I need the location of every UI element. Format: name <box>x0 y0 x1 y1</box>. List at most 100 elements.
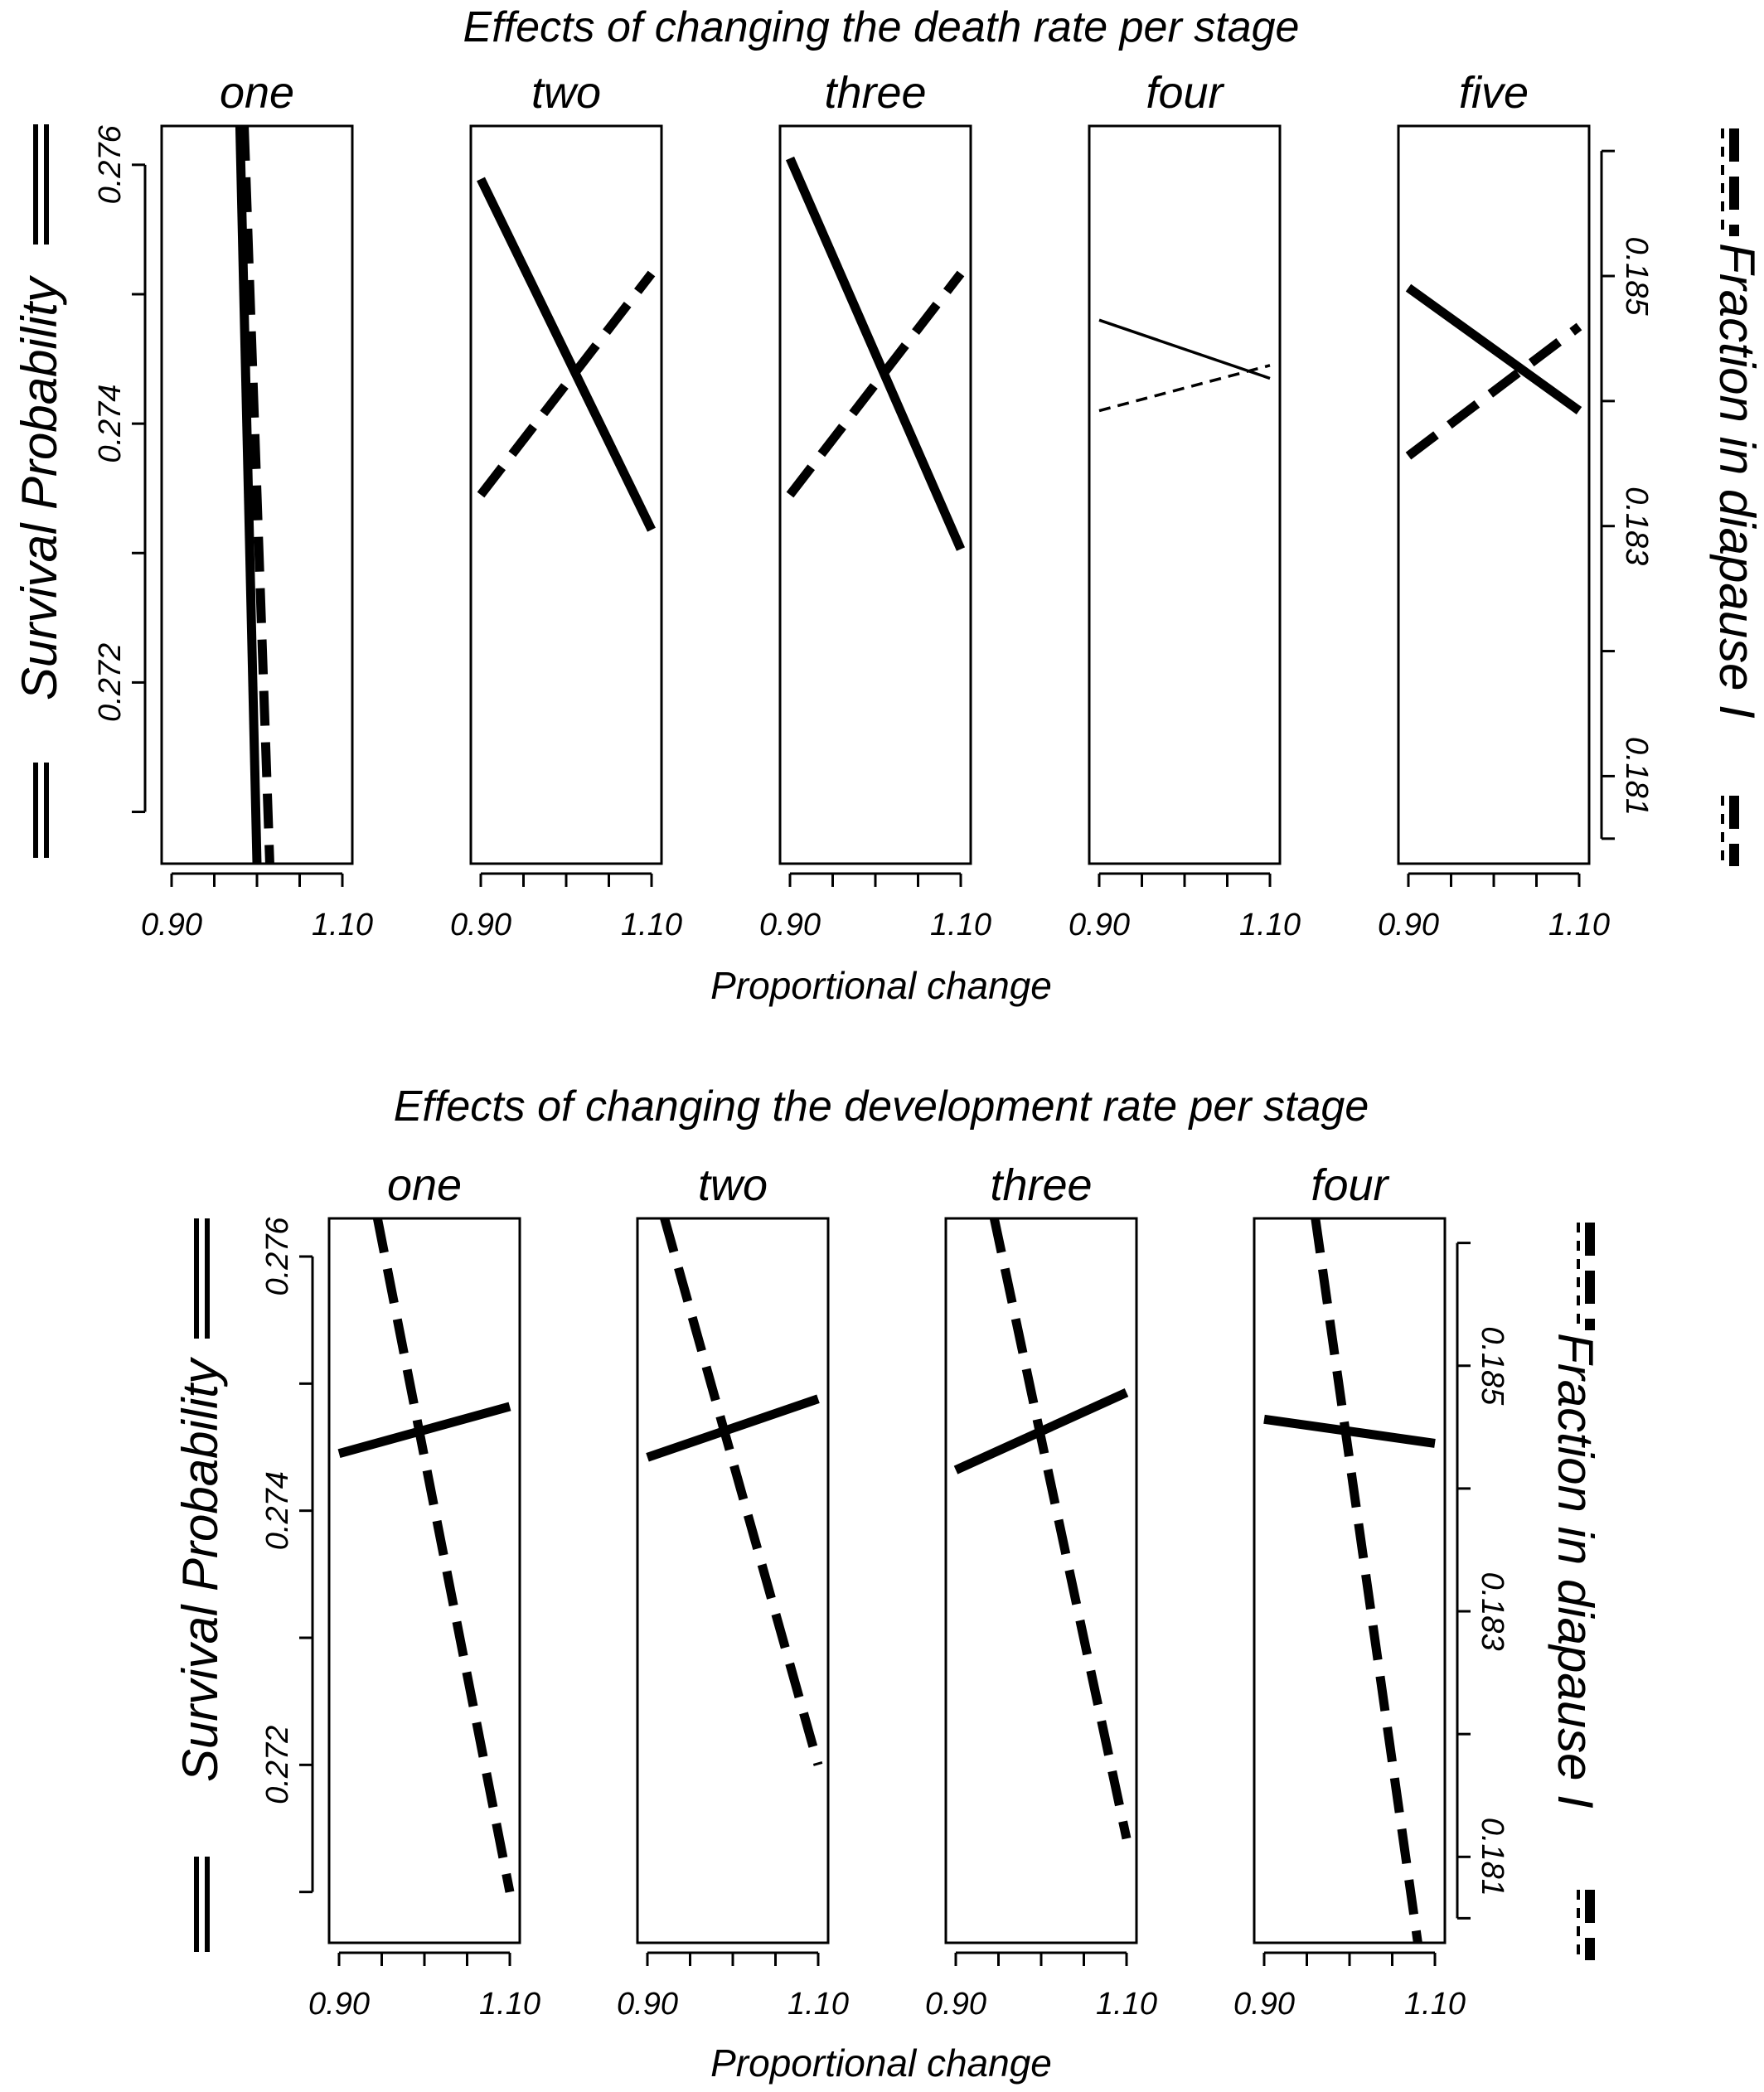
panel-series <box>785 156 966 551</box>
panel-frame <box>469 124 663 865</box>
panel-title: one <box>387 1160 462 1210</box>
death-rate-ylabel-right: Fraction in diapause I <box>1709 243 1764 719</box>
y-right-tick-label: 0.181 <box>1475 1818 1510 1896</box>
development-rate-left-legend-key <box>194 1218 210 1952</box>
x-axis: 0.90 1.10 <box>141 872 373 942</box>
panel-title: three <box>824 68 926 118</box>
x-axis: 0.90 1.10 <box>1069 872 1301 942</box>
y-right-tick-label: 0.185 <box>1475 1326 1510 1406</box>
y-axis-right: 0.181 0.183 0.185 <box>1456 1242 1510 1920</box>
x-tick-label: 0.90 <box>925 1987 986 2022</box>
panel-title: four <box>1146 68 1224 118</box>
panel-frame <box>327 1217 521 1944</box>
series-line-solid <box>477 177 656 532</box>
development-rate-figure: Effects of changing the development rate… <box>172 1082 1603 2085</box>
x-tick-label: 1.10 <box>788 1987 849 2022</box>
panel-two: two 0.90 1.10 <box>617 1160 849 2022</box>
death-rate-figure: Effects of changing the death rate per s… <box>12 3 1764 1007</box>
y-left-tick-label: 0.274 <box>260 1471 295 1550</box>
y-left-tick-label: 0.274 <box>93 385 128 463</box>
x-tick-label: 1.10 <box>479 1987 540 2022</box>
development-rate-right-legend-key <box>1577 1223 1595 1960</box>
panel-series <box>1405 283 1582 460</box>
y-axis-left: 0.272 0.274 0.276 <box>93 124 147 814</box>
x-axis: 0.90 1.10 <box>759 872 991 942</box>
panel-title: four <box>1311 1160 1389 1210</box>
development-rate-ylabel-right: Fraction in diapause I <box>1548 1333 1603 1809</box>
y-right-tick-label: 0.185 <box>1619 236 1654 316</box>
x-tick-label: 0.90 <box>759 908 821 942</box>
panel-series <box>646 1218 823 1766</box>
y-right-tick-label: 0.183 <box>1475 1571 1510 1650</box>
panel-three: three 0.90 1.10 <box>759 68 991 942</box>
panel-frame <box>1088 124 1282 865</box>
panel-series <box>337 1218 515 1893</box>
y-axis-right: 0.181 0.183 0.185 <box>1600 149 1654 840</box>
x-axis: 0.90 1.10 <box>617 1951 849 2022</box>
panel-frame <box>944 1217 1138 1944</box>
panel-four: four 0.90 1.10 <box>1233 1160 1466 2022</box>
x-tick-label: 0.90 <box>617 1987 678 2022</box>
x-tick-label: 1.10 <box>621 908 682 942</box>
x-tick-label: 1.10 <box>312 908 373 942</box>
panel-frame <box>1253 1217 1447 1944</box>
x-tick-label: 1.10 <box>1548 908 1610 942</box>
panel-title: one <box>220 68 294 118</box>
panel-frame <box>778 124 972 865</box>
series-line-dashed <box>1098 364 1271 413</box>
series-line-dashed <box>1405 322 1582 460</box>
series-line-dashed <box>477 270 656 498</box>
development-rate-title: Effects of changing the development rate… <box>394 1082 1369 1131</box>
x-tick-label: 1.10 <box>930 908 991 942</box>
panel-two: two 0.90 1.10 <box>450 68 682 942</box>
y-axis-left: 0.272 0.274 0.276 <box>260 1217 314 1894</box>
death-rate-ylabel-left: Survival Probability <box>12 274 67 700</box>
x-tick-label: 0.90 <box>308 1987 370 2022</box>
x-axis: 0.90 1.10 <box>1378 872 1610 942</box>
series-line-solid <box>1098 318 1271 380</box>
panel-title: two <box>698 1160 768 1210</box>
development-rate-xlabel: Proportional change <box>710 2041 1052 2085</box>
panel-series <box>477 177 656 532</box>
x-tick-label: 0.90 <box>141 908 202 942</box>
series-line-dashed <box>372 1218 515 1893</box>
series-line-solid <box>785 156 966 551</box>
y-right-tick-label: 0.181 <box>1619 737 1654 816</box>
x-tick-label: 1.10 <box>1096 1987 1157 2022</box>
series-line-solid <box>235 126 262 864</box>
death-rate-left-legend-key <box>33 124 49 858</box>
panel-one: one 0.90 1.10 <box>141 68 373 942</box>
panel-series <box>235 126 274 864</box>
panel-frame <box>1397 124 1591 865</box>
x-tick-label: 1.10 <box>1404 1987 1466 2022</box>
death-rate-xlabel: Proportional change <box>710 964 1052 1007</box>
x-axis: 0.90 1.10 <box>925 1951 1157 2022</box>
panel-title: three <box>990 1160 1092 1210</box>
panel-title: five <box>1459 68 1529 118</box>
series-line-dashed <box>786 270 965 498</box>
series-line-solid <box>1405 283 1582 414</box>
y-left-tick-label: 0.272 <box>260 1726 295 1804</box>
panel-three: three 0.90 1.10 <box>925 1160 1157 2022</box>
x-tick-label: 1.10 <box>1239 908 1301 942</box>
panel-frame <box>160 124 354 865</box>
development-rate-ylabel-left: Survival Probability <box>172 1356 228 1782</box>
panel-one: one 0.90 1.10 <box>308 1160 540 2022</box>
series-line-solid <box>337 1402 511 1458</box>
x-axis: 0.90 1.10 <box>308 1951 540 2022</box>
y-left-tick-label: 0.276 <box>260 1217 295 1296</box>
y-right-tick-label: 0.183 <box>1619 487 1654 565</box>
panel-series <box>1263 1218 1436 1943</box>
x-axis: 0.90 1.10 <box>450 872 682 942</box>
panel-series <box>1098 318 1271 413</box>
death-rate-title: Effects of changing the death rate per s… <box>463 3 1300 51</box>
series-line-dashed <box>1311 1218 1422 1943</box>
x-tick-label: 0.90 <box>1233 1987 1295 2022</box>
panel-title: two <box>531 68 601 118</box>
x-tick-label: 0.90 <box>1069 908 1130 942</box>
panel-series <box>953 1218 1132 1840</box>
series-line-solid <box>646 1394 820 1462</box>
series-line-dashed <box>240 126 274 864</box>
x-axis: 0.90 1.10 <box>1233 1951 1466 2022</box>
